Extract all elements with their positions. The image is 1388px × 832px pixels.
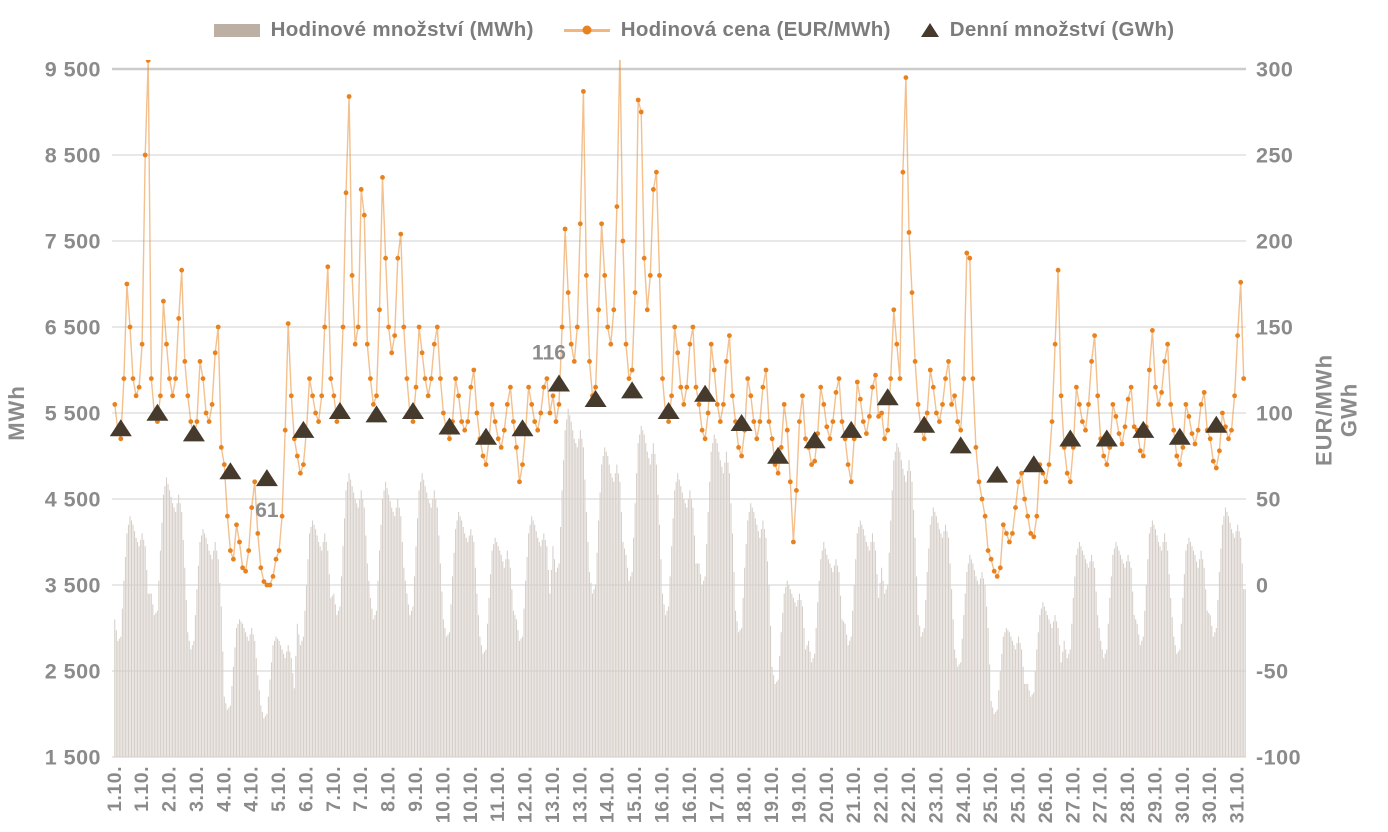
svg-text:8.10.: 8.10. bbox=[378, 766, 400, 812]
svg-text:-100: -100 bbox=[1256, 746, 1301, 770]
annotation-61: 61 bbox=[255, 499, 279, 522]
svg-text:1.10.: 1.10. bbox=[104, 766, 126, 812]
legend-item-hourly-quantity: Hodinové množství (MWh) bbox=[213, 18, 534, 42]
svg-text:22.10.: 22.10. bbox=[898, 766, 920, 823]
svg-text:3.10.: 3.10. bbox=[186, 766, 208, 812]
svg-text:17.10.: 17.10. bbox=[706, 766, 728, 823]
svg-text:8 500: 8 500 bbox=[45, 144, 101, 168]
svg-text:50: 50 bbox=[1256, 488, 1281, 512]
svg-text:18.10.: 18.10. bbox=[734, 766, 756, 823]
svg-text:11.10.: 11.10. bbox=[487, 766, 509, 822]
svg-text:150: 150 bbox=[1256, 316, 1293, 340]
svg-text:7.10.: 7.10. bbox=[323, 766, 345, 812]
svg-text:27.10.: 27.10. bbox=[1090, 766, 1112, 823]
svg-text:0: 0 bbox=[1256, 574, 1268, 598]
svg-text:10.10.: 10.10. bbox=[460, 766, 482, 823]
svg-text:100: 100 bbox=[1256, 402, 1293, 426]
left-axis-ticks: 9 500 8 500 7 500 6 500 5 500 4 500 3 500 2 500… bbox=[45, 58, 101, 770]
bar-swatch-icon bbox=[213, 23, 260, 37]
svg-text:22.10.: 22.10. bbox=[871, 766, 893, 823]
svg-text:3 500: 3 500 bbox=[45, 574, 101, 598]
svg-text:6.10.: 6.10. bbox=[296, 766, 318, 812]
svg-text:24.10.: 24.10. bbox=[953, 766, 975, 823]
svg-text:16.10.: 16.10. bbox=[679, 766, 701, 823]
svg-text:2.10.: 2.10. bbox=[159, 766, 181, 812]
svg-text:13.10.: 13.10. bbox=[542, 766, 564, 823]
svg-text:25.10.: 25.10. bbox=[980, 766, 1002, 823]
legend-label-daily-quantity: Denní množství (GWh) bbox=[949, 18, 1175, 41]
svg-text:28.10.: 28.10. bbox=[1117, 766, 1139, 823]
svg-text:1.10.: 1.10. bbox=[131, 766, 153, 812]
svg-text:27.10.: 27.10. bbox=[1062, 766, 1084, 823]
annotations: 116 61 bbox=[255, 342, 566, 523]
svg-text:2 500: 2 500 bbox=[45, 660, 101, 684]
legend-item-daily-quantity: Denní množství (GWh) bbox=[920, 18, 1175, 42]
dot-icon bbox=[582, 25, 592, 35]
legend-label-hourly-price: Hodinová cena (EUR/MWh) bbox=[620, 18, 891, 41]
svg-text:30.10.: 30.10. bbox=[1199, 766, 1221, 823]
svg-text:7 500: 7 500 bbox=[45, 230, 101, 254]
svg-text:25.10.: 25.10. bbox=[1008, 766, 1030, 823]
svg-text:20.10.: 20.10. bbox=[816, 766, 838, 823]
x-axis-ticks: 1.10. 1.10. 2.10. 3.10. 4.10. 4.10. 5.10. 6.10.… bbox=[104, 766, 1249, 823]
svg-text:-50: -50 bbox=[1256, 660, 1289, 684]
svg-text:15.10.: 15.10. bbox=[624, 766, 646, 823]
svg-text:14.10.: 14.10. bbox=[597, 766, 619, 823]
svg-text:4.10.: 4.10. bbox=[213, 766, 235, 812]
right-axis-ticks: 300 250 200 150 100 50 0 -50 -100 bbox=[1256, 58, 1301, 770]
svg-text:26.10.: 26.10. bbox=[1035, 766, 1057, 823]
svg-text:9.10.: 9.10. bbox=[405, 766, 427, 812]
daily-quantity-triangles bbox=[109, 374, 1228, 487]
svg-text:16.10.: 16.10. bbox=[652, 766, 674, 823]
svg-text:19.10.: 19.10. bbox=[788, 766, 810, 823]
svg-text:29.10.: 29.10. bbox=[1145, 766, 1167, 823]
svg-text:9 500: 9 500 bbox=[45, 58, 101, 82]
price-points bbox=[112, 60, 1247, 588]
legend-item-hourly-price: Hodinová cena (EUR/MWh) bbox=[563, 18, 891, 42]
triangle-swatch-icon bbox=[920, 23, 939, 37]
svg-text:4 500: 4 500 bbox=[45, 488, 101, 512]
svg-text:5 500: 5 500 bbox=[45, 402, 101, 426]
legend-label-hourly-quantity: Hodinové množství (MWh) bbox=[270, 18, 534, 41]
svg-text:10.10.: 10.10. bbox=[432, 766, 454, 823]
svg-text:21.10.: 21.10. bbox=[843, 766, 865, 823]
svg-text:7.10.: 7.10. bbox=[350, 766, 372, 812]
svg-text:200: 200 bbox=[1256, 230, 1293, 254]
svg-text:300: 300 bbox=[1256, 58, 1293, 82]
svg-text:12.10.: 12.10. bbox=[515, 766, 537, 823]
annotation-116: 116 bbox=[532, 342, 566, 365]
line-dot-swatch-icon bbox=[563, 25, 610, 35]
svg-text:13.10.: 13.10. bbox=[569, 766, 591, 823]
legend: Hodinové množství (MWh) Hodinová cena (E… bbox=[0, 18, 1388, 42]
svg-text:31.10.: 31.10. bbox=[1227, 766, 1249, 823]
svg-text:1 500: 1 500 bbox=[45, 746, 101, 770]
svg-text:250: 250 bbox=[1256, 144, 1293, 168]
svg-text:30.10.: 30.10. bbox=[1172, 766, 1194, 823]
svg-text:4.10.: 4.10. bbox=[241, 766, 263, 812]
svg-text:6 500: 6 500 bbox=[45, 316, 101, 340]
quantity-bars bbox=[114, 408, 1246, 757]
svg-text:5.10.: 5.10. bbox=[268, 766, 290, 812]
svg-text:19.10.: 19.10. bbox=[761, 766, 783, 823]
svg-text:23.10.: 23.10. bbox=[925, 766, 947, 823]
